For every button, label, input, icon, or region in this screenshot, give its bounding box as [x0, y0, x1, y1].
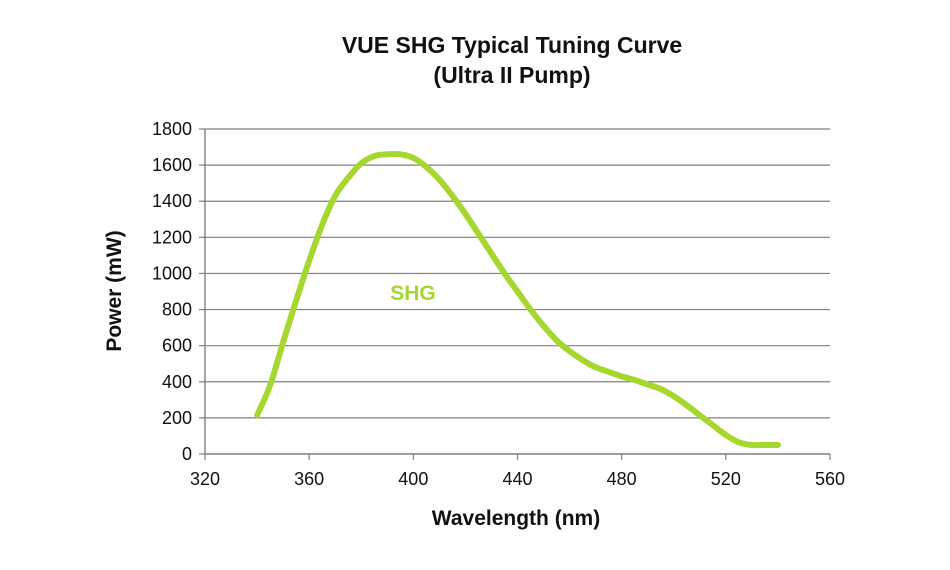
y-tick-label: 0 [182, 444, 192, 464]
chart-title: VUE SHG Typical Tuning Curve [342, 32, 682, 58]
y-tick-label: 1600 [152, 155, 192, 175]
y-tick-label: 200 [162, 408, 192, 428]
grid-lines [205, 128, 830, 419]
x-tick-label: 560 [815, 469, 845, 489]
x-tick-labels: 320 360 400 440 480 520 560 [190, 469, 845, 489]
x-tick-label: 360 [294, 469, 324, 489]
axes [199, 128, 831, 460]
y-tick-labels: 0 200 400 600 800 1000 1200 1400 1600 1800 [152, 119, 192, 464]
x-axis-title: Wavelength (nm) [432, 507, 600, 530]
y-tick-label: 800 [162, 300, 192, 320]
y-tick-label: 600 [162, 336, 192, 356]
y-tick-label: 400 [162, 372, 192, 392]
x-tick-label: 400 [398, 469, 428, 489]
y-tick-label: 1400 [152, 191, 192, 211]
y-tick-label: 1200 [152, 227, 192, 247]
y-axis-title: Power (mW) [103, 230, 126, 351]
y-tick-label: 1000 [152, 263, 192, 283]
y-tick-label: 1800 [152, 119, 192, 139]
x-tick-label: 520 [711, 469, 741, 489]
x-tick-label: 480 [607, 469, 637, 489]
x-tick-label: 440 [502, 469, 532, 489]
series-line-shg [254, 150, 781, 449]
series-label-shg: SHG [390, 282, 436, 305]
x-tick-label: 320 [190, 469, 220, 489]
chart-subtitle: (Ultra II Pump) [433, 62, 590, 88]
series-lines [254, 150, 781, 449]
